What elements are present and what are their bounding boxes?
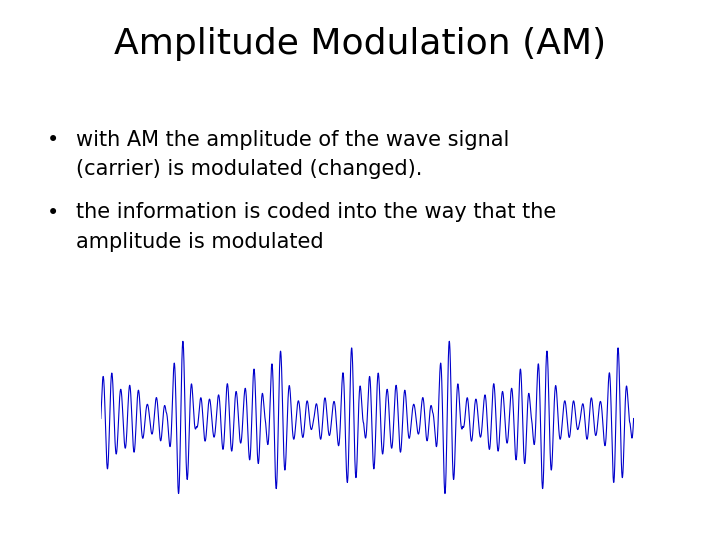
Text: the information is coded into the way that the: the information is coded into the way th… (76, 202, 556, 222)
Text: with AM the amplitude of the wave signal: with AM the amplitude of the wave signal (76, 130, 509, 150)
Text: •: • (47, 202, 59, 222)
Text: (carrier) is modulated (changed).: (carrier) is modulated (changed). (76, 159, 422, 179)
Text: •: • (47, 130, 59, 150)
Text: Amplitude Modulation (AM): Amplitude Modulation (AM) (114, 27, 606, 61)
Text: amplitude is modulated: amplitude is modulated (76, 232, 323, 252)
